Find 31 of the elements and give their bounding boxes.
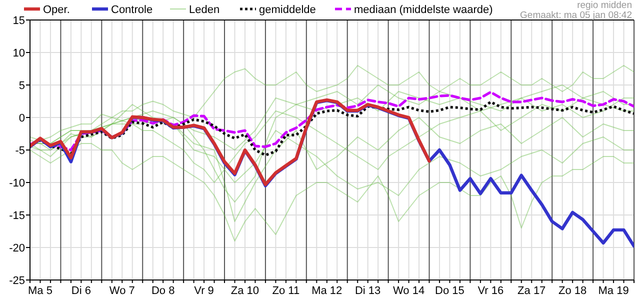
x-tick-label: Di 13 [354, 285, 381, 297]
x-tick-label: Di 6 [71, 285, 91, 297]
legend-label: mediaan (middelste waarde) [354, 4, 493, 16]
annotation: Gemaakt: ma 05 jan 08:42 [520, 10, 632, 21]
x-tick-label: Za 10 [230, 285, 260, 297]
x-tick-label: Do 15 [435, 285, 464, 297]
legend-label: Oper. [43, 4, 70, 16]
x-tick-label: Wo 14 [392, 285, 425, 297]
x-tick-label: Ma 19 [598, 285, 629, 297]
y-tick-label: -5 [15, 145, 25, 157]
y-tick-label: -25 [9, 275, 25, 287]
y-tick-label: 10 [12, 48, 25, 60]
y-tick-label: -15 [9, 210, 25, 222]
y-tick-label: -10 [9, 178, 25, 190]
x-tick-label: Vr 9 [194, 285, 214, 297]
x-tick-label: Wo 7 [109, 285, 135, 297]
y-tick-label: 15 [12, 15, 25, 27]
legend-label: Leden [189, 4, 220, 16]
legend-label: Controle [111, 4, 153, 16]
y-tick-label: 0 [18, 112, 25, 124]
x-tick-label: Za 17 [518, 285, 546, 297]
x-tick-label: Zo 11 [272, 285, 300, 297]
y-tick-label: 5 [18, 80, 25, 92]
x-tick-label: Zo 18 [558, 285, 587, 297]
x-tick-label: Ma 12 [312, 285, 342, 297]
x-tick-label: Do 8 [151, 285, 175, 297]
text: regio midden [577, 0, 632, 11]
y-tick-label: -20 [9, 242, 25, 254]
legend-label: gemiddelde [259, 4, 316, 16]
x-tick-label: Vr 16 [478, 285, 504, 297]
x-tick-label: Ma 5 [28, 285, 52, 297]
